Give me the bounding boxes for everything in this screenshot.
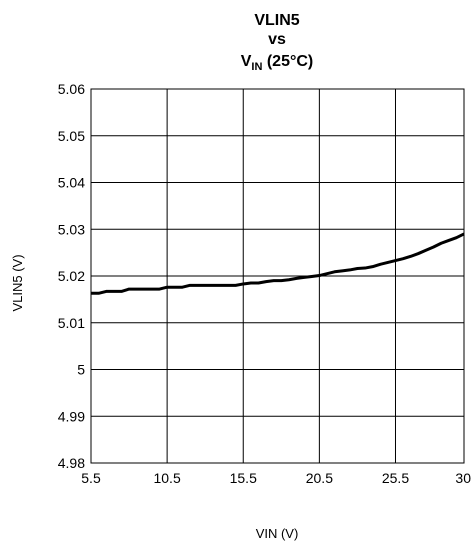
tick-labels: 4.98 4.99 5 5.01 5.02 5.03 5.04 5.05 5.06 5.5 10.5…	[58, 81, 471, 486]
x-tick-label: 30	[455, 470, 471, 486]
x-tick-label: 5.5	[81, 470, 101, 486]
series-line	[91, 232, 465, 295]
chart-title-line-3: VIN (25°C)	[241, 53, 314, 73]
x-axis-label: VIN (V)	[256, 526, 299, 541]
chart-title-v: V	[241, 53, 252, 70]
y-tick-label: 5.03	[58, 221, 85, 237]
x-tick-label: 20.5	[306, 470, 333, 486]
chart-title-v-subscript: IN	[251, 61, 262, 73]
y-tick-label: 5	[77, 362, 85, 378]
y-tick-label: 5.05	[58, 128, 85, 144]
chart-title-v-rest: (25°C)	[262, 53, 313, 70]
y-tick-label: 5.01	[58, 315, 85, 331]
y-tick-label: 5.06	[58, 81, 85, 97]
y-tick-label: 5.02	[58, 268, 85, 284]
x-tick-label: 25.5	[382, 470, 409, 486]
y-tick-label: 4.99	[58, 408, 85, 424]
x-tick-label: 15.5	[230, 470, 257, 486]
y-tick-label: 4.98	[58, 455, 85, 471]
plot-frame	[90, 88, 465, 464]
chart-title-line-1: VLIN5	[254, 12, 299, 29]
x-tick-label: 10.5	[153, 470, 180, 486]
grid	[90, 88, 465, 464]
y-tick-label: 5.04	[58, 175, 85, 191]
y-axis-label: VLIN5 (V)	[10, 254, 25, 311]
series-group	[91, 232, 465, 295]
chart-title-line-2: vs	[268, 31, 286, 48]
